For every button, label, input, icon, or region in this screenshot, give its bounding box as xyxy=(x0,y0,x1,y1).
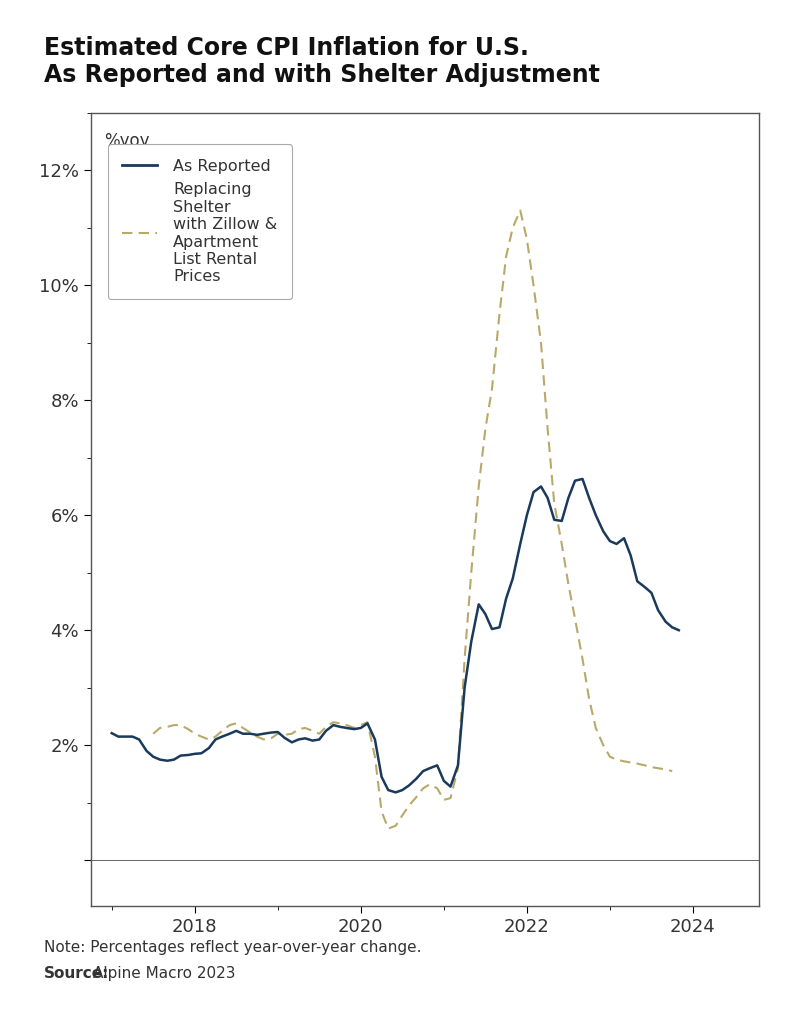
Text: Estimated Core CPI Inflation for U.S.: Estimated Core CPI Inflation for U.S. xyxy=(44,36,528,59)
Legend: As Reported, Replacing
Shelter
with Zillow &
Apartment
List Rental
Prices: As Reported, Replacing Shelter with Zill… xyxy=(108,144,292,299)
Text: Alpine Macro 2023: Alpine Macro 2023 xyxy=(93,966,236,981)
Text: Note: Percentages reflect year-over-year change.: Note: Percentages reflect year-over-year… xyxy=(44,940,421,955)
Text: Source:: Source: xyxy=(44,966,109,981)
Text: %yoy: %yoy xyxy=(104,132,149,151)
Text: As Reported and with Shelter Adjustment: As Reported and with Shelter Adjustment xyxy=(44,63,600,87)
